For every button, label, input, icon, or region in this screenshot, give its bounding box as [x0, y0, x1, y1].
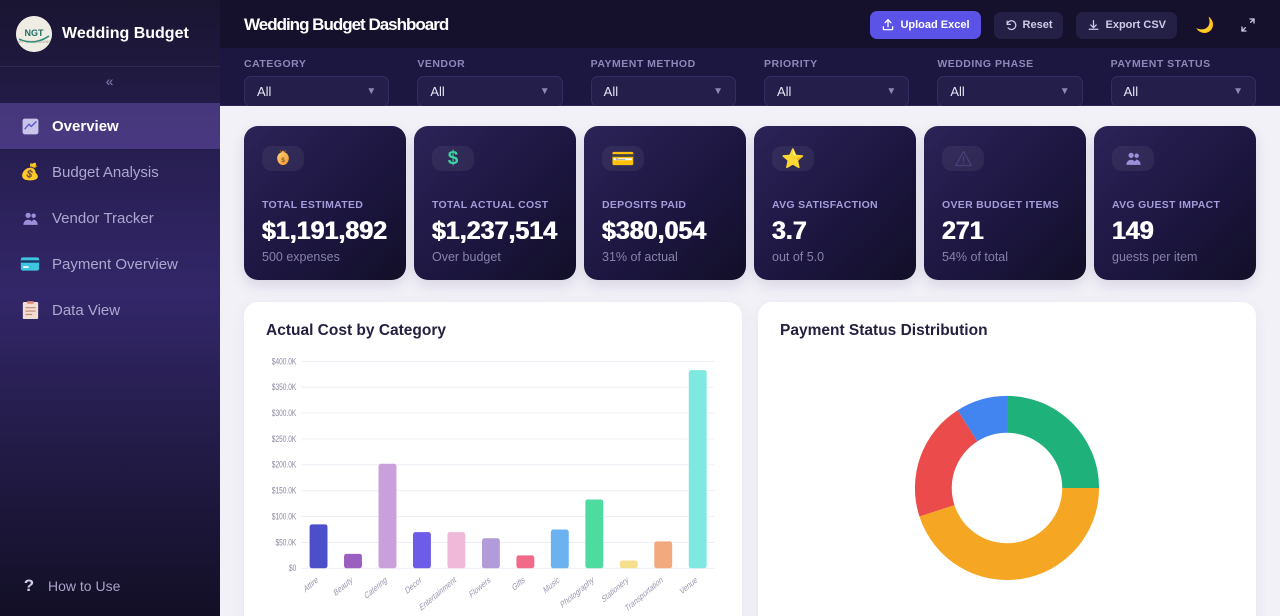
svg-text:ART OF WEDDING: ART OF WEDDING	[17, 40, 52, 44]
svg-text:NGT: NGT	[25, 28, 45, 38]
svg-text:Entertainment: Entertainment	[418, 574, 457, 613]
svg-text:$150.0K: $150.0K	[272, 485, 297, 495]
svg-text:Transportation: Transportation	[624, 574, 664, 614]
svg-text:Stationery: Stationery	[600, 574, 630, 605]
svg-text:$250.0K: $250.0K	[272, 434, 297, 444]
svg-text:Music: Music	[542, 574, 560, 596]
svg-text:Beauty: Beauty	[333, 574, 355, 598]
svg-text:$350.0K: $350.0K	[272, 382, 297, 392]
svg-text:Gifts: Gifts	[511, 574, 526, 593]
svg-text:$200.0K: $200.0K	[272, 460, 297, 470]
svg-text:Catering: Catering	[363, 574, 388, 601]
svg-text:Flowers: Flowers	[468, 574, 491, 600]
svg-text:Photography: Photography	[559, 574, 595, 611]
svg-text:$50.0K: $50.0K	[276, 537, 297, 547]
svg-text:Venue: Venue	[679, 574, 699, 597]
svg-text:$: $	[281, 157, 285, 164]
svg-text:$400.0K: $400.0K	[272, 356, 297, 366]
svg-text:$300.0K: $300.0K	[272, 408, 297, 418]
svg-text:$0: $0	[289, 563, 297, 573]
svg-text:Attire: Attire	[303, 574, 320, 594]
svg-text:Decor: Decor	[404, 574, 423, 596]
svg-text:$100.0K: $100.0K	[272, 511, 297, 521]
